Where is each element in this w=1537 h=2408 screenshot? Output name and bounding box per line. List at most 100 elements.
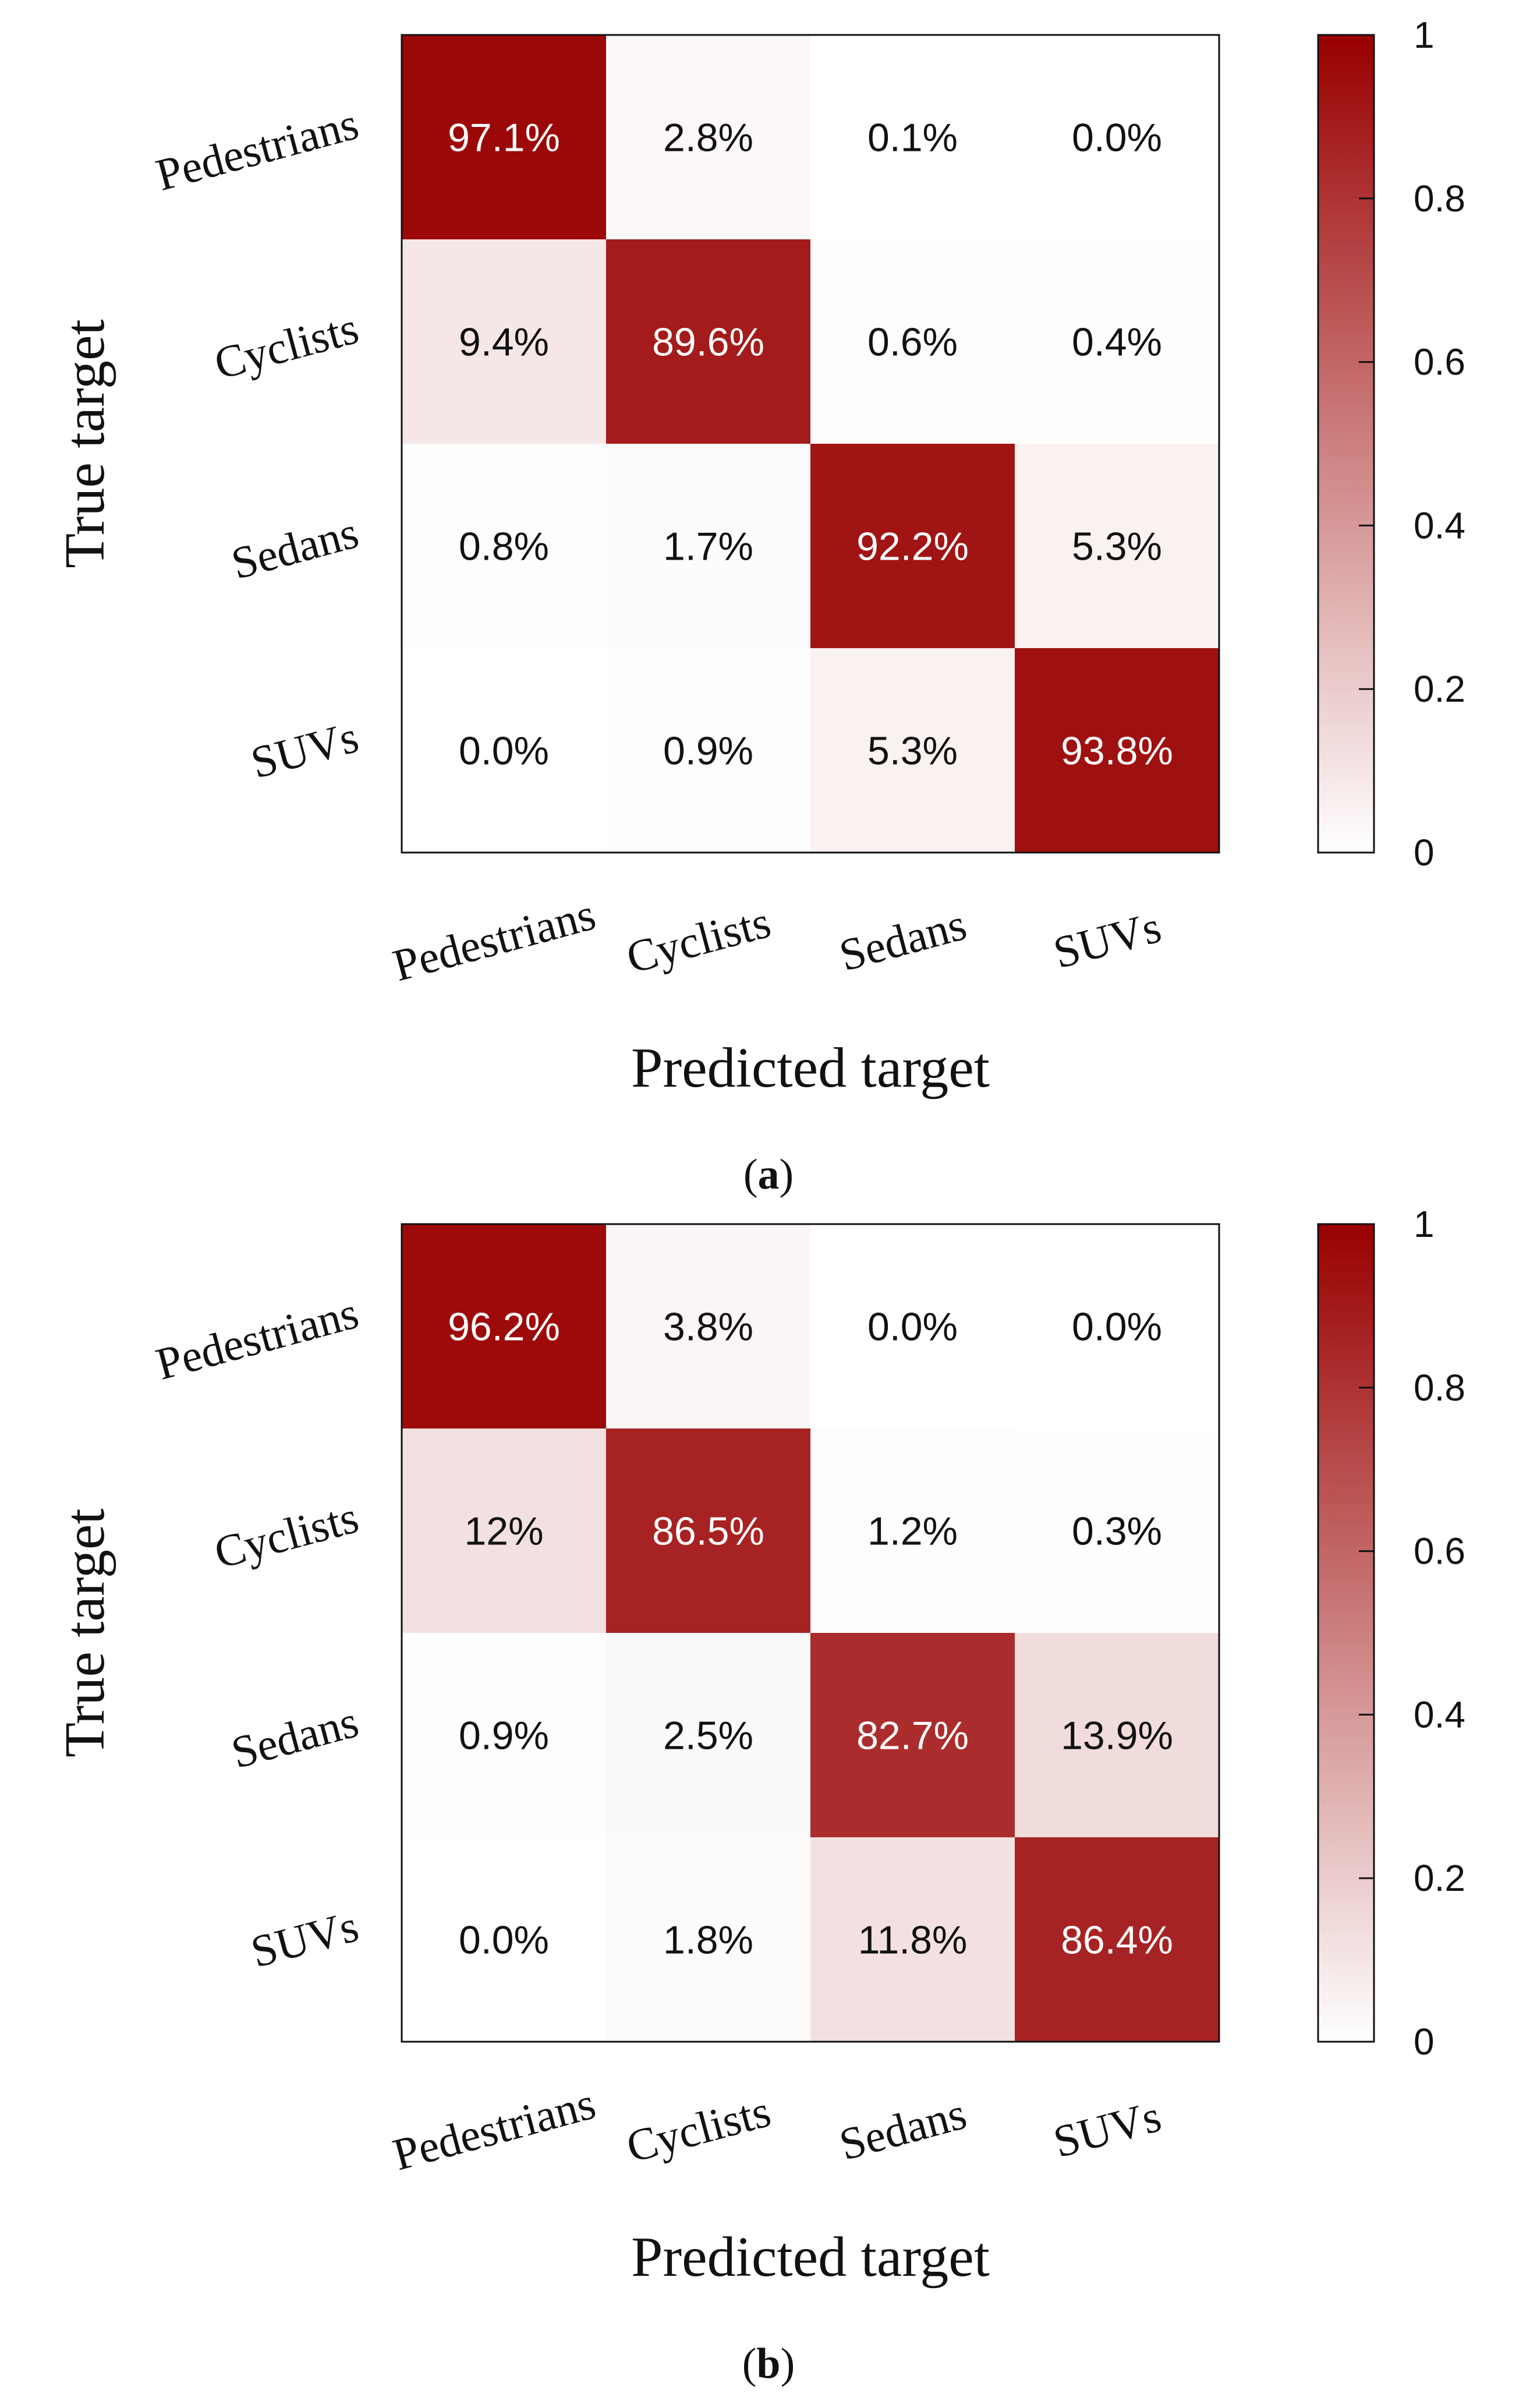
matrix-cell [810,648,1015,853]
matrix-cell [606,444,811,649]
cell-value-label: 9.4% [459,320,549,365]
cell-value-label: 2.8% [663,116,753,160]
cell-value-label: 0.0% [459,1918,549,1963]
matrix-cell [606,239,811,444]
cell-value-label: 1.7% [663,525,753,569]
x-tick-label: Sedans [834,899,972,981]
matrix-cell [606,648,811,853]
matrix-cell [1015,444,1220,649]
subcaption-open-paren: ( [742,2340,757,2388]
cell-value-label: 86.4% [1061,1918,1173,1963]
cell-value-label: 3.8% [663,1305,753,1349]
cell-value-label: 96.2% [448,1305,560,1349]
cell-value-label: 0.0% [1072,1305,1162,1349]
colorbar-tick-label: 0.6 [1414,1530,1465,1572]
y-axis-title: True target [54,319,116,568]
cell-value-label: 0.9% [663,729,753,773]
matrix-cell [402,1224,607,1429]
colorbar-frame [1317,1223,1375,2043]
x-tick-label: Sedans [834,2088,972,2170]
cell-value-label: 0.3% [1072,1509,1162,1554]
matrix-frame [401,1223,1220,2043]
cell-value-label: 0.0% [1072,116,1162,160]
x-axis-title: Predicted target [631,2226,990,2289]
x-tick-label: SUVs [1048,2090,1166,2167]
matrix-cell [402,239,607,444]
subcaption-letter: b [756,2340,780,2388]
matrix-cell [606,1837,811,2042]
cell-value-label: 86.5% [652,1509,764,1554]
cell-value-label: 5.3% [867,729,958,773]
matrix-cell [810,35,1015,240]
colorbar-frame [1317,34,1375,854]
y-tick-label: SUVs [246,1900,364,1977]
colorbar-tick-label: 1 [1414,14,1435,56]
colorbar [1318,1224,1374,2042]
matrix-cell [810,239,1015,444]
matrix-cell [402,1633,607,1838]
cell-value-label: 1.8% [663,1918,753,1963]
panel-subcaption: (b) [742,2340,795,2388]
matrix-cell [606,1224,811,1429]
y-tick-label: Pedestrians [151,1287,364,1389]
matrix-cell [1015,1224,1220,1429]
matrix-cell [1015,1428,1220,1633]
colorbar [1318,35,1374,853]
subcaption-open-paren: ( [743,1151,758,1198]
cell-value-label: 97.1% [448,116,560,160]
cell-value-label: 1.2% [867,1509,958,1554]
cell-value-label: 2.5% [663,1714,753,1758]
matrix-cell [1015,35,1220,240]
matrix-cell [810,444,1015,649]
cell-value-label: 0.9% [459,1714,549,1758]
x-tick-label: Cyclists [621,896,775,983]
matrix-cell [402,648,607,853]
matrix-cell [1015,1633,1220,1838]
matrix-cell [1015,239,1220,444]
cell-value-label: 92.2% [856,525,969,569]
confusion-matrix-panel-b: 96.2% 3.8% 0.0% 0.0% 12% 86.5% 1.2% 0.3% 0.9% 2.5… [54,1203,1465,2388]
colorbar-tick-label: 0 [1414,2021,1435,2063]
cell-value-label: 12% [464,1509,543,1554]
x-axis-title: Predicted target [631,1037,990,1099]
matrix-cell [606,1633,811,1838]
y-tick-label: Sedans [226,507,363,589]
cell-value-label: 0.6% [867,320,958,365]
subcaption-close-paren: ) [780,1151,794,1198]
matrix-cell [402,1837,607,2042]
cell-value-label: 89.6% [652,320,764,365]
colorbar-tick-label: 0 [1414,832,1435,874]
y-tick-label: Sedans [226,1696,363,1778]
matrix-cell [402,1428,607,1633]
cell-value-label: 82.7% [856,1714,969,1758]
matrix-cell [402,35,607,240]
matrix-cell [1015,1837,1220,2042]
subcaption-letter: a [758,1151,780,1198]
cell-value-label: 13.9% [1061,1714,1173,1758]
cell-value-label: 0.0% [459,729,549,773]
matrix-cell [810,1224,1015,1429]
y-tick-label: Cyclists [209,1491,363,1578]
colorbar-tick-label: 0.2 [1414,668,1465,710]
colorbar-tick-label: 0.2 [1414,1857,1465,1899]
cell-value-label: 0.0% [867,1305,958,1349]
matrix-cell [810,1837,1015,2042]
panel-subcaption: (a) [743,1151,794,1198]
y-tick-label: SUVs [246,711,364,788]
x-tick-label: SUVs [1048,901,1166,978]
cell-value-label: 0.4% [1072,320,1162,365]
matrix-cell [606,35,811,240]
cell-value-label: 93.8% [1061,729,1173,773]
cell-value-label: 0.8% [459,525,549,569]
matrix-cell [810,1428,1015,1633]
x-tick-label: Pedestrians [388,888,601,991]
matrix-frame [401,34,1220,854]
colorbar-tick-label: 0.6 [1414,341,1465,383]
colorbar-tick-label: 0.8 [1414,1367,1465,1409]
matrix-cell [606,1428,811,1633]
matrix-cell [402,444,607,649]
x-tick-label: Cyclists [621,2085,775,2172]
colorbar-tick-label: 0.4 [1414,1693,1465,1735]
confusion-matrix-panel-a: 97.1% 2.8% 0.1% 0.0% 9.4% 89.6% 0.6% 0.4% 0.8% 1.… [54,14,1465,1198]
